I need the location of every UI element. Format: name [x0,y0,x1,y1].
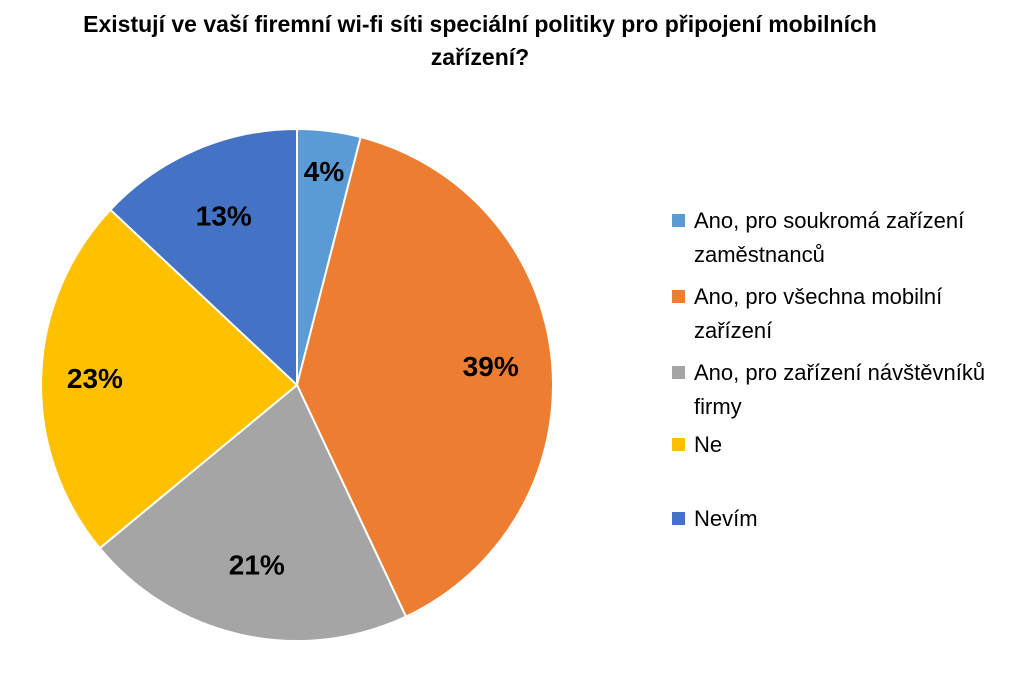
legend-swatch [672,366,685,379]
pie-slice-ano-pro-vsechna-mobilni-zarizeni [295,135,555,618]
pie-slice-ne [40,208,299,550]
legend-label: Ne [694,432,723,457]
data-label-ne: 23% [67,363,123,394]
legend-label: Ano, pro zařízení návštěvníků firmy [694,360,986,419]
pie-data-labels: 4% 39% 21% 23% 13% [67,156,519,580]
legend-swatch [672,438,685,451]
pie-slice-ano-pro-zarizeni-navstevniku-firmy [98,383,408,642]
pie-slices [40,127,555,642]
data-label-nevim: 13% [196,200,252,231]
chart-title: Existují ve vaší firemní wi-fi síti spec… [83,11,877,70]
data-label-ano-pro-vsechna-mobilni-zarizeni: 39% [463,351,519,382]
legend-swatch [672,290,685,303]
data-label-ano-pro-zarizeni-navstevniku-firmy: 21% [229,549,285,580]
legend-swatch [672,214,685,227]
legend-label: Ano, pro soukromá zařízení zaměstnanců [694,208,965,267]
legend-swatch [672,512,685,525]
legend-label: Nevím [694,506,758,531]
data-label-ano-pro-soukroma-zarizeni-zamestnancu: 4% [304,156,345,187]
pie-slice-nevim [108,127,298,388]
legend-label: Ano, pro všechna mobilní zařízení [694,284,943,343]
